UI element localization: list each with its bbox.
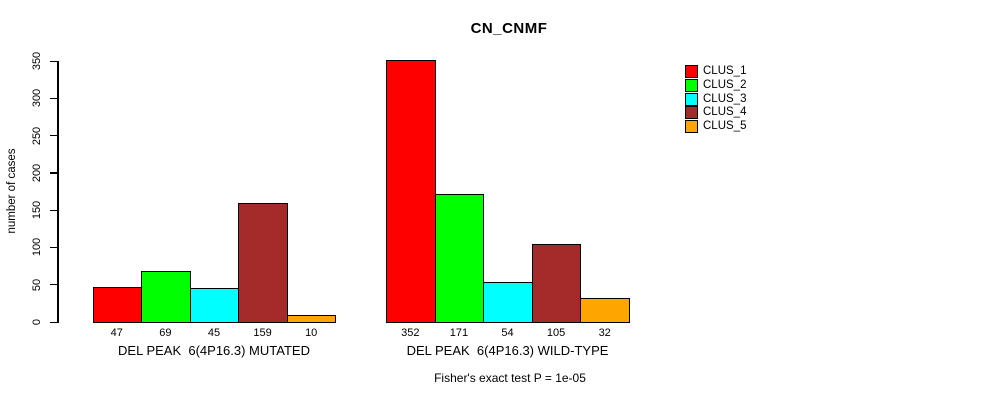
y-tick-label: 300 (31, 89, 43, 108)
bar-clus_5 (286, 314, 337, 323)
bar-value-label: 171 (449, 327, 469, 339)
group-axis-label: DEL PEAK 6(4P16.3) WILD-TYPE (406, 343, 609, 358)
chart-title: CN_CNMF (470, 20, 548, 37)
legend-swatch-clus_2 (685, 78, 698, 92)
bar-clus_2 (141, 270, 191, 323)
y-tick-label: 350 (31, 51, 43, 71)
y-tick-mark (50, 246, 57, 249)
y-axis-line (57, 61, 59, 323)
legend-swatch-clus_4 (685, 106, 698, 120)
bar-value-label: 159 (253, 327, 272, 339)
legend-swatch-clus_5 (685, 120, 698, 134)
bar-value-label: 45 (207, 327, 221, 339)
bar-value-label: 69 (159, 327, 172, 339)
y-tick-label: 150 (31, 200, 43, 220)
y-tick-mark (50, 97, 57, 99)
legend-item-clus_4: CLUS_4 (685, 106, 747, 120)
annotation-text: Fisher's exact test P = 1e-05 (434, 371, 586, 385)
y-tick-mark (50, 284, 57, 286)
legend-item-clus_3: CLUS_3 (685, 92, 747, 106)
bar-value-label: 47 (110, 327, 123, 339)
y-tick-mark (50, 172, 57, 174)
bar-value-label: 54 (501, 327, 514, 339)
y-tick-mark (50, 135, 57, 137)
legend-label: CLUS_3 (703, 92, 747, 105)
bar-value-label: 352 (401, 327, 420, 339)
y-tick-label: 250 (31, 126, 43, 145)
bar-clus_4 (531, 243, 582, 323)
bar-clus_2 (434, 194, 485, 323)
legend: CLUS_1 CLUS_2 CLUS_3 CLUS_4 CLUS_5 (685, 65, 746, 134)
group-axis-label: DEL PEAK 6(4P16.3) MUTATED (118, 343, 310, 358)
legend-item-clus_1: CLUS_1 (685, 65, 746, 78)
y-tick-mark (50, 321, 57, 323)
bar-clus_3 (483, 281, 533, 323)
legend-label: CLUS_2 (703, 78, 747, 91)
y-tick-label: 100 (31, 238, 43, 257)
bar-value-label: 105 (546, 327, 566, 339)
y-tick-mark (50, 60, 57, 62)
y-tick-label: 0 (31, 318, 43, 326)
legend-swatch-clus_3 (685, 92, 698, 106)
legend-item-clus_2: CLUS_2 (685, 78, 747, 92)
legend-item-clus_5: CLUS_5 (685, 120, 747, 134)
bar-clus_3 (189, 288, 240, 323)
bar-value-label: 32 (598, 327, 611, 339)
bar-clus_4 (238, 203, 288, 323)
legend-label: CLUS_1 (703, 65, 747, 77)
y-tick-label: 50 (31, 278, 43, 291)
bar-clus_1 (92, 286, 143, 323)
bar-clus_5 (580, 298, 630, 323)
y-tick-mark (50, 209, 57, 211)
legend-label: CLUS_5 (703, 120, 747, 133)
y-tick-label: 200 (31, 163, 43, 183)
legend-swatch-clus_1 (685, 65, 698, 78)
bar-clus_1 (386, 59, 436, 323)
y-axis-label: number of cases (6, 148, 18, 234)
bar-value-label: 10 (305, 327, 318, 339)
legend-label: CLUS_4 (703, 106, 747, 119)
